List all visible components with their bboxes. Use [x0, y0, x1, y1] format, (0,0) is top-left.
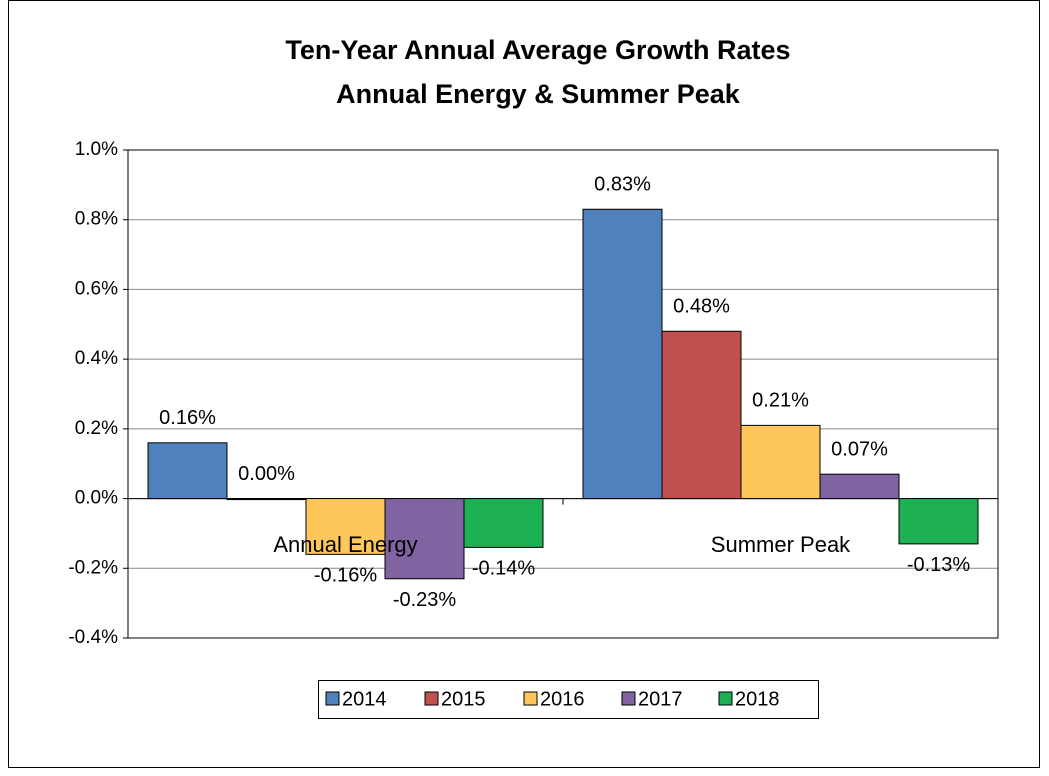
y-tick-label: 0.6%	[75, 278, 118, 299]
data-label: 0.07%	[831, 438, 888, 460]
data-label: 0.00%	[238, 463, 295, 485]
bar	[740, 424, 821, 500]
x-tick-label: Annual Energy	[273, 532, 417, 557]
legend-label: 2016	[540, 688, 585, 710]
bar	[819, 473, 900, 500]
legend-label: 2014	[342, 688, 387, 710]
y-tick-label: 0.4%	[75, 348, 118, 369]
bar	[226, 498, 307, 501]
data-label: -0.13%	[907, 554, 971, 576]
y-tick-label: 0.8%	[75, 209, 118, 230]
legend-label: 2018	[735, 688, 780, 710]
bar	[582, 208, 663, 500]
chart-border	[8, 0, 1040, 768]
chart-title: Ten-Year Annual Average Growth Rates	[285, 35, 790, 65]
bar	[147, 442, 228, 500]
x-tick-label: Summer Peak	[711, 532, 851, 557]
plot-area	[127, 149, 999, 639]
legend-label: 2015	[441, 688, 486, 710]
data-label: -0.14%	[472, 558, 536, 580]
data-label: -0.23%	[393, 589, 457, 611]
y-tick-label: -0.4%	[68, 627, 118, 648]
data-label: 0.83%	[594, 174, 651, 196]
y-tick-label: 0.0%	[75, 488, 118, 509]
y-tick-label: 1.0%	[75, 139, 118, 160]
y-tick-label: 0.2%	[75, 418, 118, 439]
legend-label: 2017	[638, 688, 683, 710]
bar	[463, 498, 544, 548]
legend-swatch	[325, 691, 340, 706]
legend-swatch	[424, 691, 439, 706]
bar	[898, 498, 979, 545]
data-label: 0.16%	[159, 407, 216, 429]
legend-box	[318, 680, 819, 719]
data-label: 0.48%	[673, 296, 730, 318]
legend-swatch	[523, 691, 538, 706]
chart-subtitle: Annual Energy & Summer Peak	[336, 79, 741, 109]
bar	[661, 330, 742, 500]
bar	[305, 498, 386, 555]
legend-swatch	[718, 691, 733, 706]
data-label: -0.16%	[314, 565, 378, 587]
data-label: 0.21%	[752, 390, 809, 412]
legend-swatch	[621, 691, 636, 706]
y-tick-label: -0.2%	[68, 557, 118, 578]
